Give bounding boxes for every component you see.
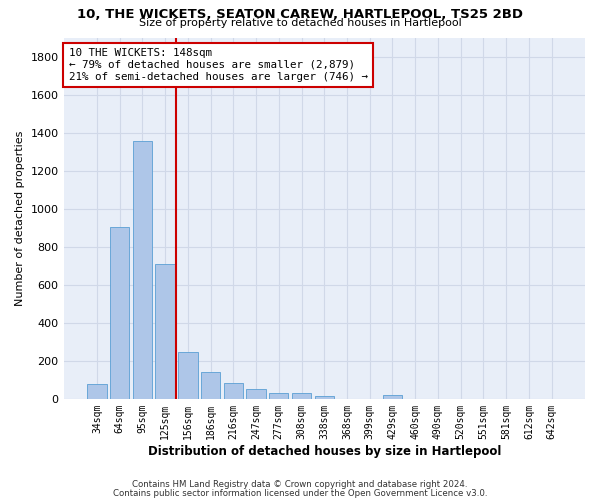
Text: 10, THE WICKETS, SEATON CAREW, HARTLEPOOL, TS25 2BD: 10, THE WICKETS, SEATON CAREW, HARTLEPOO… bbox=[77, 8, 523, 20]
Bar bbox=[110, 226, 130, 399]
Bar bbox=[133, 141, 152, 399]
Text: Contains public sector information licensed under the Open Government Licence v3: Contains public sector information licen… bbox=[113, 489, 487, 498]
Bar bbox=[155, 264, 175, 399]
Text: Size of property relative to detached houses in Hartlepool: Size of property relative to detached ho… bbox=[139, 18, 461, 28]
Y-axis label: Number of detached properties: Number of detached properties bbox=[15, 130, 25, 306]
Text: 10 THE WICKETS: 148sqm
← 79% of detached houses are smaller (2,879)
21% of semi-: 10 THE WICKETS: 148sqm ← 79% of detached… bbox=[69, 48, 368, 82]
Bar bbox=[383, 395, 402, 399]
Bar bbox=[292, 393, 311, 399]
Bar bbox=[247, 390, 266, 399]
Bar bbox=[201, 372, 220, 399]
Bar bbox=[269, 393, 289, 399]
Text: Contains HM Land Registry data © Crown copyright and database right 2024.: Contains HM Land Registry data © Crown c… bbox=[132, 480, 468, 489]
Bar bbox=[87, 384, 107, 399]
Bar bbox=[178, 352, 197, 399]
X-axis label: Distribution of detached houses by size in Hartlepool: Distribution of detached houses by size … bbox=[148, 444, 501, 458]
Bar bbox=[314, 396, 334, 399]
Bar bbox=[224, 382, 243, 399]
